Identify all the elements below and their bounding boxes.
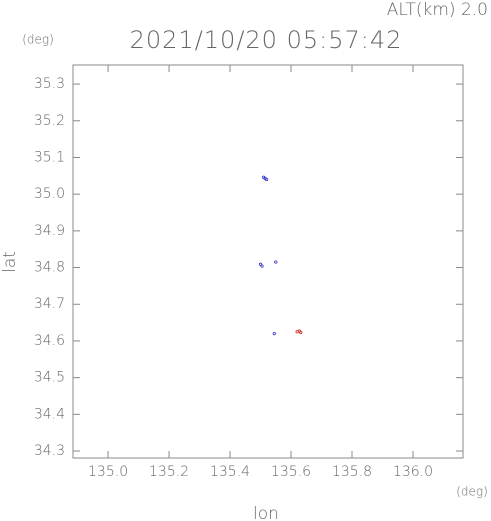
- y-tick-label: 35.1: [34, 149, 65, 165]
- chart-subtitle: ALT(km) 2.0: [387, 0, 488, 20]
- x-unit: (deg): [456, 485, 488, 499]
- point: [295, 330, 299, 334]
- y-tick-label: 34.3: [34, 443, 65, 459]
- y-tick-label: 34.7: [34, 296, 65, 312]
- y-tick-label: 34.5: [34, 370, 65, 386]
- x-tick-label: 135.2: [149, 464, 189, 480]
- point: [258, 262, 263, 266]
- point: [263, 176, 267, 180]
- y-axis-label: lat: [0, 251, 20, 273]
- y-tick-label: 34.6: [34, 333, 65, 349]
- y-tick-label: 35.0: [34, 186, 65, 202]
- x-tick-label: 135.4: [210, 464, 250, 480]
- x-tick-label: 135.6: [271, 464, 311, 480]
- x-tick-label: 135.0: [88, 464, 128, 480]
- x-tick-label: 135.8: [332, 464, 372, 480]
- point: [297, 329, 302, 333]
- x-tick-label: 136.0: [393, 464, 433, 480]
- point: [274, 260, 278, 264]
- point: [260, 264, 264, 268]
- y-tick-label: 35.2: [34, 113, 65, 129]
- y-tick-label: 34.4: [34, 406, 65, 422]
- y-tick-label: 34.8: [34, 260, 65, 276]
- y-unit: (deg): [22, 33, 54, 47]
- y-tick-label: 34.9: [34, 223, 65, 239]
- chart-title: 2021/10/20 05:57:42: [130, 26, 403, 54]
- x-axis-label: lon: [253, 504, 279, 521]
- plot-frame: [72, 64, 464, 459]
- y-tick-label: 35.3: [34, 76, 65, 92]
- point: [272, 332, 276, 336]
